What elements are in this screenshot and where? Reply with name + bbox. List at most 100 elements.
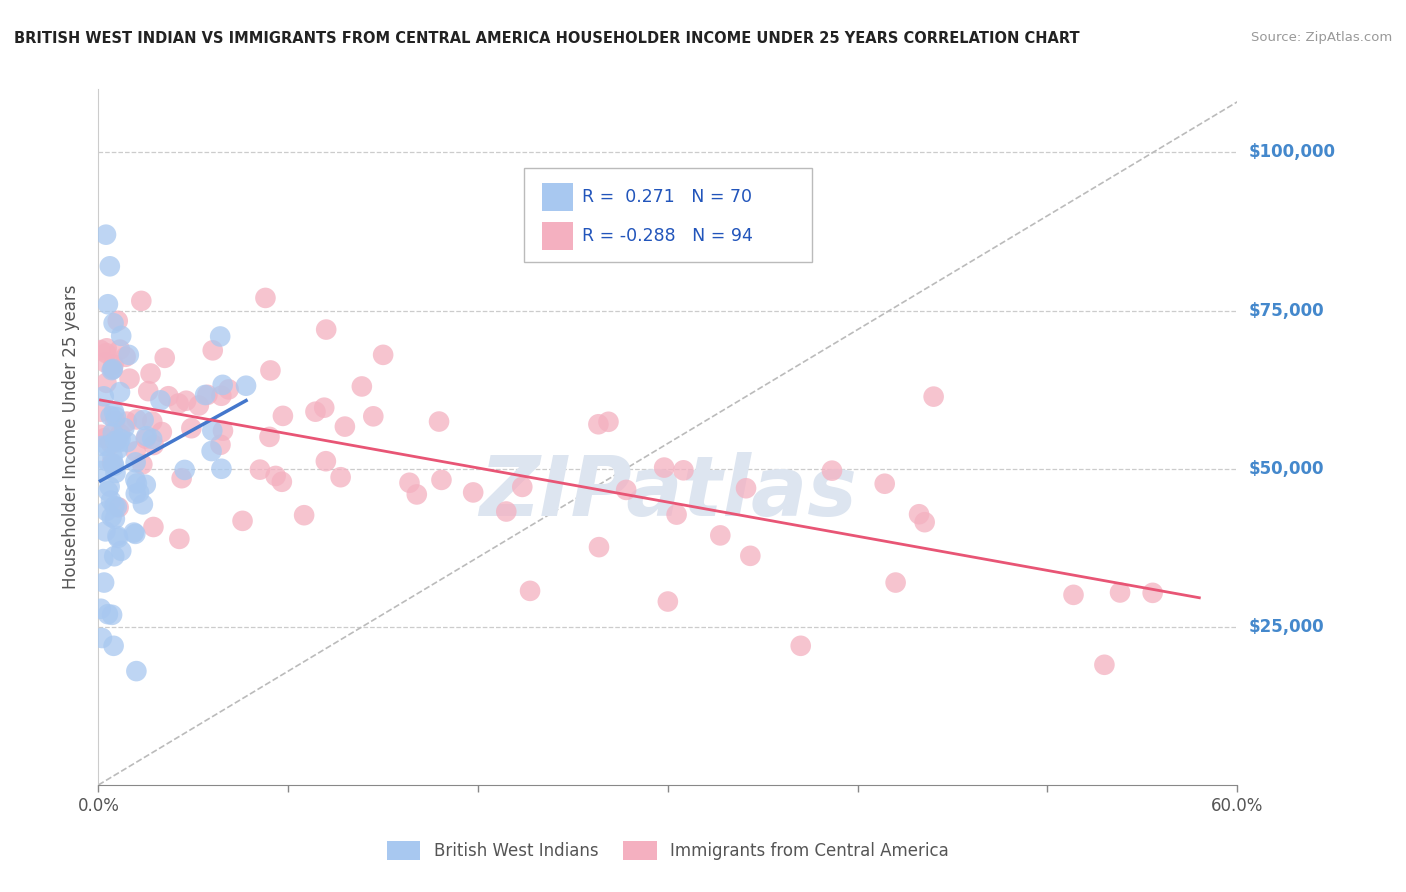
Point bbox=[153, 351, 176, 365]
Point bbox=[169, 532, 191, 546]
Point bbox=[101, 362, 124, 376]
Point bbox=[101, 456, 124, 470]
Point bbox=[141, 432, 163, 446]
Point bbox=[235, 378, 257, 392]
Point bbox=[212, 424, 235, 438]
Point bbox=[201, 444, 224, 458]
Text: $25,000: $25,000 bbox=[1249, 618, 1324, 636]
Point bbox=[908, 508, 931, 522]
Point bbox=[107, 442, 129, 457]
Point bbox=[124, 473, 146, 487]
Point bbox=[101, 425, 124, 440]
Point bbox=[97, 607, 120, 622]
Point bbox=[100, 409, 122, 423]
Point bbox=[91, 552, 114, 566]
Point bbox=[122, 525, 145, 540]
Point bbox=[657, 594, 679, 608]
Point bbox=[170, 471, 193, 485]
Point bbox=[89, 464, 111, 478]
Point bbox=[103, 499, 125, 513]
Point bbox=[118, 348, 141, 362]
Point bbox=[271, 409, 294, 423]
Point bbox=[110, 544, 132, 558]
Legend: British West Indians, Immigrants from Central America: British West Indians, Immigrants from Ce… bbox=[381, 835, 955, 867]
Point bbox=[709, 528, 731, 542]
Point bbox=[430, 473, 453, 487]
Point bbox=[142, 520, 165, 534]
Point bbox=[149, 393, 172, 408]
Y-axis label: Householder Income Under 25 years: Householder Income Under 25 years bbox=[62, 285, 80, 590]
Text: R =  0.271   N = 70: R = 0.271 N = 70 bbox=[582, 188, 752, 206]
Point bbox=[790, 639, 813, 653]
Point bbox=[873, 476, 896, 491]
Point bbox=[104, 413, 127, 427]
Point bbox=[131, 458, 153, 472]
Point bbox=[232, 514, 254, 528]
Text: $100,000: $100,000 bbox=[1249, 144, 1336, 161]
Point bbox=[98, 260, 121, 274]
Point bbox=[141, 415, 163, 429]
Point bbox=[209, 438, 232, 452]
Point bbox=[174, 393, 197, 408]
Point bbox=[652, 460, 675, 475]
Point bbox=[124, 455, 146, 469]
Point bbox=[371, 348, 394, 362]
Point bbox=[314, 401, 336, 415]
Point bbox=[1094, 657, 1116, 672]
Point bbox=[100, 510, 122, 524]
Point bbox=[125, 412, 148, 426]
Point bbox=[97, 484, 120, 499]
Point bbox=[201, 424, 224, 438]
Point bbox=[209, 462, 232, 476]
Point bbox=[495, 504, 517, 518]
Point bbox=[107, 500, 129, 515]
Point bbox=[96, 346, 118, 360]
Point bbox=[125, 476, 148, 491]
Point bbox=[363, 409, 385, 424]
Point bbox=[740, 549, 762, 563]
Point bbox=[315, 454, 337, 468]
Point bbox=[614, 483, 637, 497]
Point bbox=[101, 362, 124, 376]
Point bbox=[209, 329, 232, 343]
Point bbox=[96, 439, 118, 453]
Point bbox=[139, 367, 162, 381]
Point bbox=[114, 350, 136, 364]
Point bbox=[128, 485, 150, 500]
Point bbox=[93, 389, 115, 403]
Text: ZIPatlas: ZIPatlas bbox=[479, 452, 856, 533]
Point bbox=[103, 639, 125, 653]
Point bbox=[90, 427, 112, 442]
Text: $75,000: $75,000 bbox=[1249, 301, 1324, 319]
Point bbox=[100, 363, 122, 377]
Point bbox=[96, 376, 118, 390]
Point bbox=[588, 417, 610, 432]
Point bbox=[598, 415, 620, 429]
Point bbox=[96, 341, 118, 355]
Point bbox=[110, 329, 132, 343]
Point bbox=[211, 377, 233, 392]
Point bbox=[103, 358, 125, 372]
Point bbox=[94, 524, 117, 539]
Point bbox=[1109, 585, 1132, 599]
Point bbox=[108, 385, 131, 400]
Point bbox=[112, 421, 135, 435]
Point bbox=[173, 463, 195, 477]
Point bbox=[329, 470, 352, 484]
Point bbox=[118, 372, 141, 386]
Point bbox=[135, 429, 157, 443]
Point bbox=[333, 419, 356, 434]
Point bbox=[94, 355, 117, 369]
Point bbox=[103, 316, 125, 330]
Point bbox=[103, 458, 125, 473]
Point bbox=[519, 583, 541, 598]
Point bbox=[884, 575, 907, 590]
Point bbox=[249, 463, 271, 477]
Point bbox=[259, 363, 281, 377]
Text: Source: ZipAtlas.com: Source: ZipAtlas.com bbox=[1251, 31, 1392, 45]
Point bbox=[135, 477, 157, 491]
Point bbox=[93, 431, 115, 445]
Point bbox=[104, 466, 127, 480]
Point bbox=[91, 631, 114, 645]
Point bbox=[142, 438, 165, 452]
